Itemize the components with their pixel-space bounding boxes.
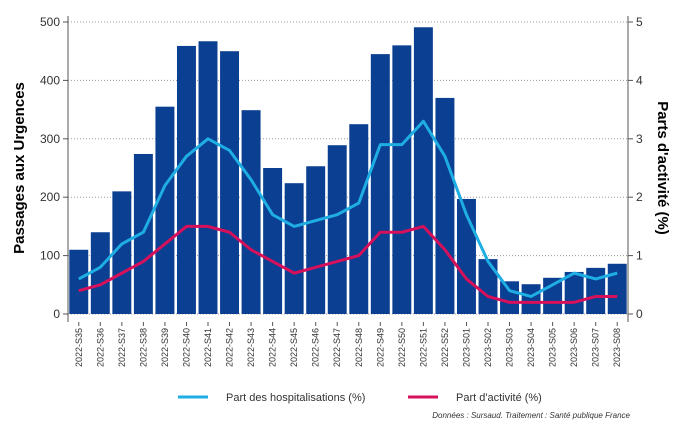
y2-axis-label: Parts d'activité (%) (654, 101, 671, 235)
line-series (78, 119, 618, 298)
x-tick-label: 2023-S01 (461, 328, 471, 367)
y2-tick-label: 3 (636, 132, 643, 146)
bar (478, 259, 498, 314)
x-tick-label: 2023-S04 (526, 328, 536, 367)
bar (176, 45, 196, 314)
bar (521, 284, 541, 314)
x-tick-label: 2023-S02 (483, 328, 493, 367)
y2-tick-label: 5 (636, 15, 643, 29)
y-axis-label: Passages aux Urgences (11, 82, 28, 254)
x-tick-label: 2022-S49 (375, 328, 385, 367)
bar (586, 267, 606, 314)
y-tick-label: 0 (53, 307, 60, 321)
x-tick-label: 2022-S35 (74, 328, 84, 367)
bar (327, 145, 347, 314)
bar (392, 45, 412, 315)
bar (284, 183, 304, 314)
x-tick-label: 2022-S40 (181, 328, 191, 367)
y2-tick-label: 4 (636, 73, 643, 87)
line-series (78, 224, 618, 304)
x-tick-label: 2022-S48 (354, 328, 364, 367)
x-tick-label: 2022-S44 (268, 328, 278, 367)
x-tick-label: 2022-S45 (289, 328, 299, 367)
bar (90, 232, 110, 314)
x-tick-label: 2023-S05 (548, 328, 558, 367)
x-tick-label: 2023-S07 (591, 328, 601, 367)
bar (370, 54, 390, 315)
x-tick-label: 2023-S03 (505, 328, 515, 367)
x-tick-label: 2022-S52 (440, 328, 450, 367)
x-tick-label: 2022-S43 (246, 328, 256, 367)
bar (306, 166, 326, 314)
x-tick-label: 2023-S08 (612, 328, 622, 367)
x-tick-label: 2022-S51 (418, 328, 428, 367)
bar (435, 97, 455, 314)
x-tick-label: 2022-S38 (138, 328, 148, 367)
bar (263, 168, 283, 314)
y-tick-label: 300 (40, 132, 60, 146)
x-tick-label: 2022-S37 (117, 328, 127, 367)
x-tick-label: 2022-S39 (160, 328, 170, 367)
bar (413, 27, 433, 314)
x-tick-label: 2022-S50 (397, 328, 407, 367)
legend-label: Part des hospitalisations (%) (226, 392, 365, 404)
y-tick-label: 200 (40, 190, 60, 204)
y-tick-label: 500 (40, 15, 60, 29)
y2-tick-label: 2 (636, 190, 643, 204)
y2-tick-label: 0 (636, 307, 643, 321)
bar (133, 153, 153, 314)
y-tick-label: 400 (40, 73, 60, 87)
y-tick-label: 100 (40, 249, 60, 263)
bar (349, 124, 369, 314)
bar (500, 281, 520, 314)
bar (112, 191, 132, 314)
x-tick-label: 2022-S46 (311, 328, 321, 367)
x-tick-label: 2022-S42 (225, 328, 235, 367)
bar (607, 263, 627, 314)
bar (198, 41, 218, 314)
bar (69, 249, 89, 314)
x-tick-label: 2022-S47 (332, 328, 342, 367)
bar (241, 110, 261, 315)
bar (155, 106, 175, 315)
source-note: Données : Sursaud. Traitement : Santé pu… (432, 411, 630, 420)
bar (220, 51, 240, 314)
y2-tick-label: 1 (636, 249, 643, 263)
x-tick-label: 2022-S36 (95, 328, 105, 367)
legend-label: Part d'activité (%) (456, 392, 542, 404)
x-tick-label: 2022-S41 (203, 328, 213, 367)
x-tick-label: 2023-S06 (569, 328, 579, 367)
